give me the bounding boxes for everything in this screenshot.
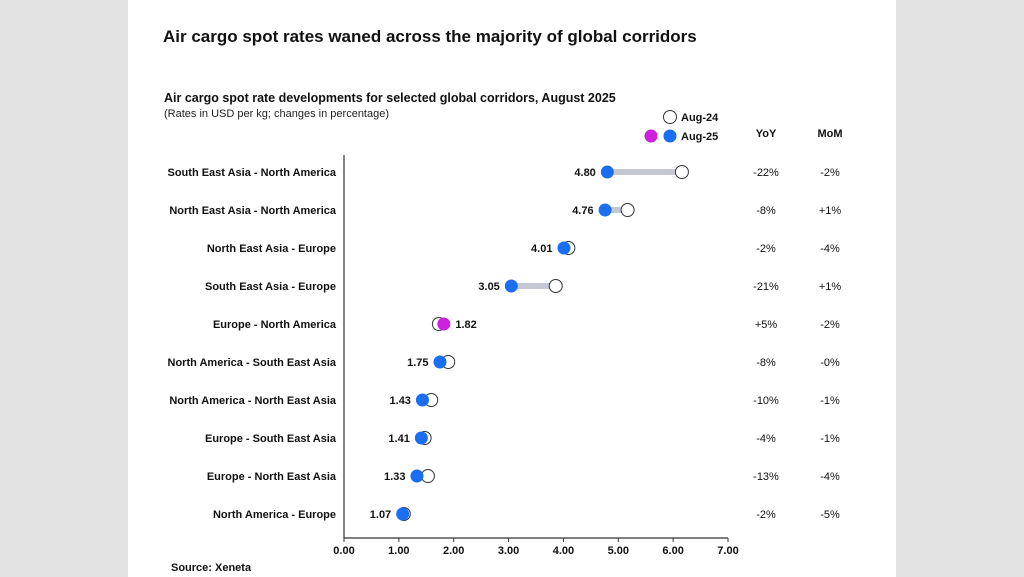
aug25-point bbox=[600, 165, 614, 179]
mom-value: -0% bbox=[820, 357, 840, 369]
aug25-point bbox=[414, 431, 428, 445]
aug25-point bbox=[396, 507, 410, 521]
change-columns: -22% -2% -8% +1% -2% -4% -21% +1% +5% -2% -8% -0% -1… bbox=[753, 167, 841, 521]
mom-value: -2% bbox=[820, 319, 840, 331]
yoy-value: -2% bbox=[756, 509, 776, 521]
mom-value: +1% bbox=[819, 205, 842, 217]
x-tick-label: 3.00 bbox=[498, 545, 519, 557]
column-headers: YoY MoM bbox=[756, 128, 843, 140]
aug25-point bbox=[557, 241, 571, 255]
value-labels: 4.80 4.76 4.01 3.05 1.82 1.75 1.43 1.41 1.33 1.07 bbox=[370, 167, 596, 521]
x-tick-label: 0.00 bbox=[333, 545, 354, 557]
mom-value: -2% bbox=[820, 167, 840, 179]
chart-subtitle: (Rates in USD per kg; changes in percent… bbox=[164, 108, 389, 120]
yoy-value: -2% bbox=[756, 243, 776, 255]
aug24-point bbox=[548, 279, 563, 293]
aug25-value-label: 4.80 bbox=[574, 167, 595, 179]
yoy-value: -13% bbox=[753, 471, 779, 483]
aug25-value-label: 1.82 bbox=[455, 319, 476, 331]
source-note: Source: Xeneta bbox=[171, 562, 252, 574]
x-tick-label: 1.00 bbox=[388, 545, 409, 557]
dumbbell-chart: Air cargo spot rates waned across the ma… bbox=[163, 27, 843, 574]
aug25-point bbox=[433, 355, 447, 369]
aug25-point bbox=[598, 203, 612, 217]
legend-aug25-label: Aug-25 bbox=[681, 131, 718, 143]
aug25-value-label: 1.41 bbox=[388, 433, 409, 445]
col-header-yoy: YoY bbox=[756, 128, 777, 140]
legend-aug25-highlight-marker bbox=[644, 129, 658, 143]
chart-title: Air cargo spot rate developments for sel… bbox=[164, 91, 616, 105]
yoy-value: -22% bbox=[753, 167, 779, 179]
category-label: Europe - North America bbox=[213, 319, 337, 331]
mom-value: -5% bbox=[820, 509, 840, 521]
col-header-mom: MoM bbox=[817, 128, 842, 140]
yoy-value: -10% bbox=[753, 395, 779, 407]
mom-value: -4% bbox=[820, 243, 840, 255]
category-label: Europe - South East Asia bbox=[205, 433, 337, 445]
main-title: Air cargo spot rates waned across the ma… bbox=[163, 27, 697, 46]
chart-card: Air cargo spot rates waned across the ma… bbox=[128, 0, 896, 577]
aug25-point bbox=[437, 317, 451, 331]
aug24-point bbox=[674, 165, 689, 179]
x-tick-label: 5.00 bbox=[608, 545, 629, 557]
yoy-value: -8% bbox=[756, 205, 776, 217]
category-label: North America - South East Asia bbox=[168, 357, 337, 369]
yoy-value: -21% bbox=[753, 281, 779, 293]
aug25-value-label: 1.07 bbox=[370, 509, 391, 521]
category-label: North East Asia - Europe bbox=[207, 243, 336, 255]
aug25-point bbox=[410, 469, 424, 483]
legend-aug24-label: Aug-24 bbox=[681, 112, 719, 124]
category-label: North America - North East Asia bbox=[169, 395, 337, 407]
aug25-value-label: 4.76 bbox=[572, 205, 593, 217]
aug25-point bbox=[504, 279, 518, 293]
mom-value: -4% bbox=[820, 471, 840, 483]
legend-aug25-marker bbox=[663, 129, 677, 143]
mom-value: -1% bbox=[820, 433, 840, 445]
connector-lines bbox=[402, 169, 682, 517]
aug25-series bbox=[396, 165, 614, 521]
yoy-value: +5% bbox=[755, 319, 778, 331]
axes: 0.00 1.00 2.00 3.00 4.00 5.00 6.00 7.00 bbox=[333, 155, 739, 557]
x-tick-label: 7.00 bbox=[717, 545, 738, 557]
aug24-point bbox=[620, 203, 635, 217]
x-tick-label: 2.00 bbox=[443, 545, 464, 557]
yoy-value: -8% bbox=[756, 357, 776, 369]
aug25-value-label: 4.01 bbox=[531, 243, 552, 255]
x-tick-label: 6.00 bbox=[662, 545, 683, 557]
category-label: South East Asia - North America bbox=[168, 167, 337, 179]
aug24-series bbox=[396, 165, 689, 521]
category-label: North America - Europe bbox=[213, 509, 336, 521]
aug25-value-label: 3.05 bbox=[478, 281, 499, 293]
yoy-value: -4% bbox=[756, 433, 776, 445]
mom-value: +1% bbox=[819, 281, 842, 293]
category-labels: South East Asia - North America North Eas… bbox=[168, 167, 337, 521]
aug25-value-label: 1.43 bbox=[390, 395, 411, 407]
legend-aug24-marker bbox=[663, 110, 677, 124]
category-label: Europe - North East Asia bbox=[207, 471, 337, 483]
category-label: North East Asia - North America bbox=[169, 205, 337, 217]
aug25-value-label: 1.75 bbox=[407, 357, 428, 369]
x-tick-label: 4.00 bbox=[553, 545, 574, 557]
mom-value: -1% bbox=[820, 395, 840, 407]
aug25-point bbox=[415, 393, 429, 407]
category-label: South East Asia - Europe bbox=[205, 281, 336, 293]
chart-legend: Aug-24 Aug-25 bbox=[644, 110, 719, 143]
aug25-value-label: 1.33 bbox=[384, 471, 405, 483]
